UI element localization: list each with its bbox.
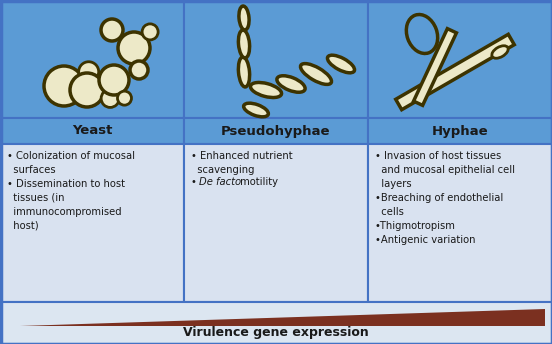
Ellipse shape xyxy=(251,83,282,97)
Text: motility: motility xyxy=(237,177,278,187)
Text: • Enhanced nutrient
  scavenging: • Enhanced nutrient scavenging xyxy=(191,151,293,175)
Ellipse shape xyxy=(300,64,332,84)
Text: •: • xyxy=(191,177,200,187)
Bar xyxy=(368,118,552,144)
Bar xyxy=(184,118,368,144)
Ellipse shape xyxy=(327,55,354,73)
Ellipse shape xyxy=(118,91,131,105)
Bar xyxy=(0,302,552,344)
Ellipse shape xyxy=(238,57,250,87)
Bar xyxy=(0,118,184,144)
Text: De facto: De facto xyxy=(199,177,241,187)
Ellipse shape xyxy=(142,24,158,40)
Ellipse shape xyxy=(130,61,148,79)
Ellipse shape xyxy=(277,76,305,92)
Bar xyxy=(184,0,368,118)
Text: Hyphae: Hyphae xyxy=(432,125,489,138)
Bar xyxy=(184,144,368,302)
Ellipse shape xyxy=(101,19,123,41)
Text: Virulence gene expression: Virulence gene expression xyxy=(183,326,369,339)
Ellipse shape xyxy=(70,73,104,107)
Ellipse shape xyxy=(238,30,250,58)
Ellipse shape xyxy=(239,6,249,30)
Ellipse shape xyxy=(99,65,129,95)
Text: • Invasion of host tissues
  and mucosal epithelial cell
  layers
•Breaching of : • Invasion of host tissues and mucosal e… xyxy=(375,151,515,245)
Ellipse shape xyxy=(118,32,150,64)
Bar xyxy=(0,0,184,118)
Ellipse shape xyxy=(44,66,84,106)
Bar xyxy=(368,144,552,302)
Bar xyxy=(0,144,184,302)
Text: Pseudohyphae: Pseudohyphae xyxy=(221,125,331,138)
Polygon shape xyxy=(396,34,514,110)
Polygon shape xyxy=(413,29,457,105)
Text: Yeast: Yeast xyxy=(72,125,112,138)
Bar xyxy=(368,0,552,118)
Ellipse shape xyxy=(492,46,508,58)
Ellipse shape xyxy=(79,62,99,82)
Ellipse shape xyxy=(101,89,119,107)
Text: • Colonization of mucosal
  surfaces
• Dissemination to host
  tissues (in
  imm: • Colonization of mucosal surfaces • Dis… xyxy=(7,151,135,231)
Ellipse shape xyxy=(243,103,268,117)
Polygon shape xyxy=(20,309,545,326)
